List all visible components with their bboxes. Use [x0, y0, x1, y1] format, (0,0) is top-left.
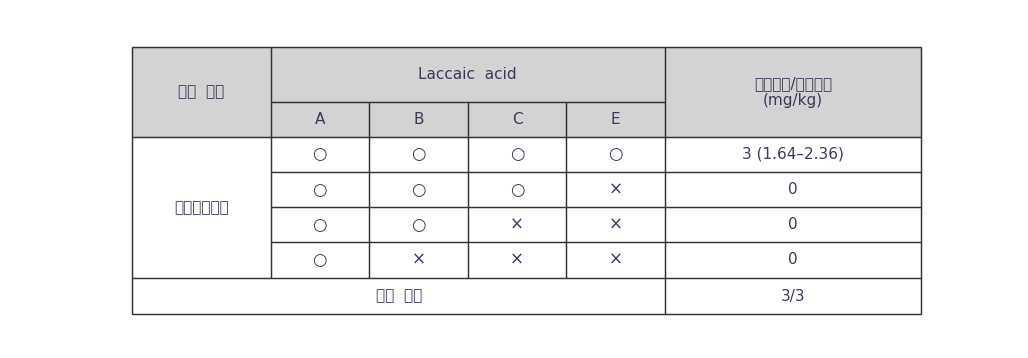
Bar: [133, 277, 665, 314]
Text: ○: ○: [313, 251, 327, 269]
Text: 0: 0: [788, 182, 798, 197]
Bar: [369, 207, 468, 242]
Text: ○: ○: [313, 145, 327, 163]
Bar: [566, 102, 665, 137]
Bar: [133, 47, 270, 137]
Bar: [468, 172, 566, 207]
Bar: [369, 102, 468, 137]
Bar: [468, 137, 566, 172]
Bar: [468, 242, 566, 277]
Bar: [369, 242, 468, 277]
Text: ×: ×: [510, 216, 524, 234]
Text: A: A: [315, 112, 325, 127]
Bar: [270, 242, 369, 277]
Bar: [270, 47, 665, 102]
Text: E: E: [611, 112, 620, 127]
Bar: [566, 172, 665, 207]
Text: ○: ○: [411, 216, 426, 234]
Bar: [468, 207, 566, 242]
Text: 3/3: 3/3: [780, 289, 805, 304]
Text: ○: ○: [510, 145, 524, 163]
Bar: [566, 137, 665, 172]
Text: 0: 0: [788, 217, 798, 232]
Bar: [369, 172, 468, 207]
Bar: [270, 137, 369, 172]
Text: ×: ×: [411, 251, 426, 269]
Bar: [468, 102, 566, 137]
Bar: [133, 137, 270, 277]
Text: ○: ○: [609, 145, 623, 163]
Text: ○: ○: [313, 216, 327, 234]
Bar: [665, 242, 921, 277]
Text: ○: ○: [411, 145, 426, 163]
Text: ×: ×: [510, 251, 524, 269]
Text: 검출건수/검출범위
(mg/kg): 검출건수/검출범위 (mg/kg): [754, 76, 832, 108]
Bar: [270, 172, 369, 207]
Bar: [665, 277, 921, 314]
Text: 검출  건수: 검출 건수: [375, 289, 421, 304]
Bar: [270, 102, 369, 137]
Text: 0: 0: [788, 252, 798, 267]
Text: ○: ○: [313, 180, 327, 199]
Bar: [665, 172, 921, 207]
Bar: [665, 207, 921, 242]
Text: B: B: [413, 112, 424, 127]
Bar: [566, 207, 665, 242]
Bar: [665, 137, 921, 172]
Bar: [369, 137, 468, 172]
Text: C: C: [512, 112, 522, 127]
Text: 식품  유형: 식품 유형: [179, 84, 225, 100]
Text: 3 (1.64–2.36): 3 (1.64–2.36): [742, 147, 844, 162]
Text: ×: ×: [609, 216, 623, 234]
Text: ×: ×: [609, 251, 623, 269]
Bar: [270, 207, 369, 242]
Bar: [566, 242, 665, 277]
Text: ○: ○: [510, 180, 524, 199]
Text: Laccaic  acid: Laccaic acid: [418, 67, 517, 82]
Text: ○: ○: [411, 180, 426, 199]
Text: 조미건어포류: 조미건어포류: [174, 200, 229, 215]
Bar: [665, 47, 921, 137]
Text: ×: ×: [609, 180, 623, 199]
